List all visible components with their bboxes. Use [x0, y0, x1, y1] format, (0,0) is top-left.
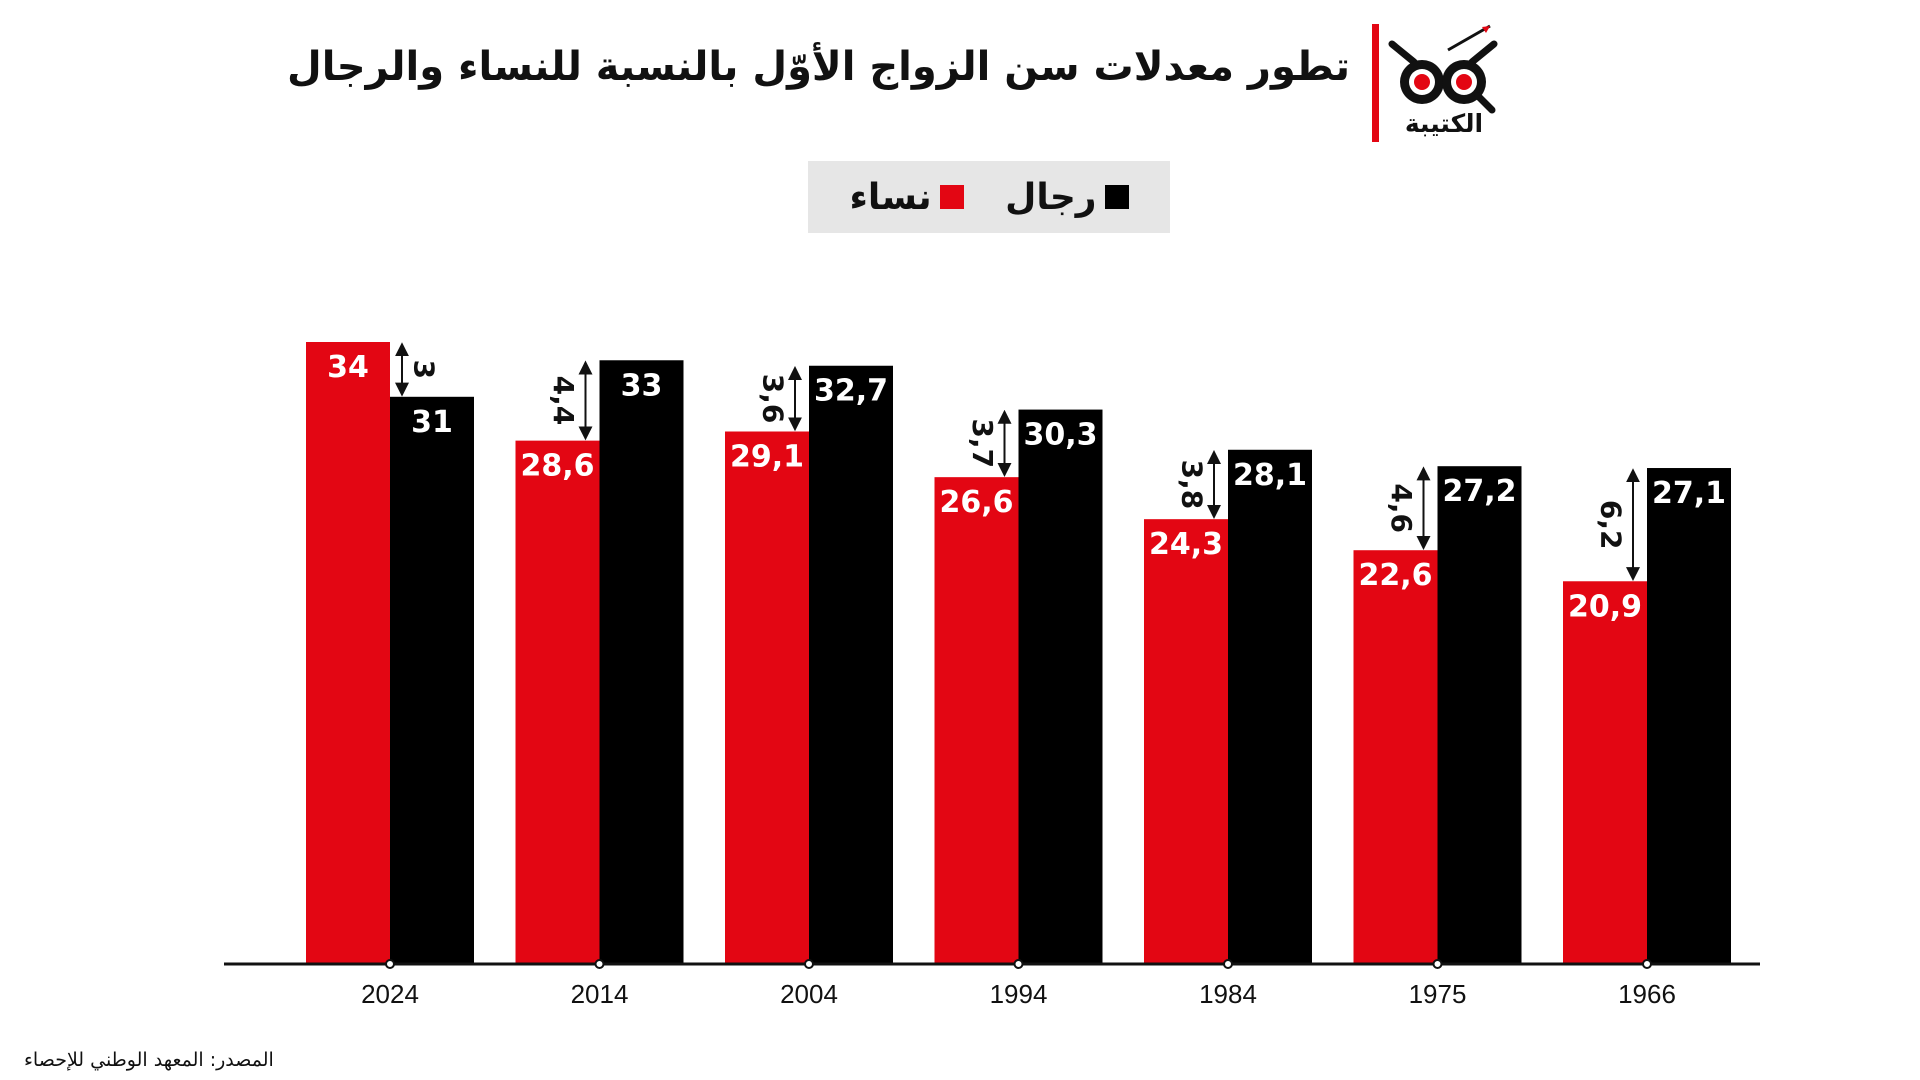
x-tick-label-2014: 2014	[571, 979, 629, 1009]
owl-logo-icon: الكتيبة	[1388, 24, 1498, 138]
x-tick-label-2024: 2024	[361, 979, 419, 1009]
value-label-men-1966: 27,1	[1652, 476, 1726, 511]
source-note: المصدر: المعهد الوطني للإحصاء	[24, 1049, 274, 1071]
gap-label-1994: 3,7	[966, 419, 999, 469]
value-label-men-2004: 32,7	[814, 374, 888, 409]
axis-tick-1994	[1013, 959, 1024, 969]
bar-women-2024	[306, 342, 390, 963]
axis-tick-2004	[804, 959, 814, 969]
value-label-women-1984: 24,3	[1149, 527, 1223, 562]
value-label-men-2024: 31	[411, 405, 453, 440]
gap-label-2014: 4,4	[547, 376, 580, 426]
axis-tick-1975	[1432, 959, 1443, 969]
x-tick-label-1984: 1984	[1199, 979, 1257, 1009]
gap-label-2024: 3	[408, 360, 441, 379]
legend-item-women: نساء	[850, 177, 964, 218]
value-label-men-1994: 30,3	[1023, 418, 1097, 453]
legend-label-men: رجال	[1005, 176, 1097, 218]
bar-men-1975	[1437, 466, 1522, 963]
bar-men-1984	[1228, 449, 1312, 963]
value-label-women-2014: 28,6	[520, 449, 594, 484]
bar-women-2014	[515, 440, 600, 964]
gap-label-1966: 6,2	[1595, 500, 1628, 550]
bar-women-1984	[1144, 519, 1228, 963]
gap-label-2004: 3,6	[757, 374, 790, 424]
legend-swatch-men	[1104, 185, 1129, 209]
bar-men-1994	[1018, 409, 1103, 963]
legend-swatch-women	[939, 185, 964, 209]
bar-men-1966	[1647, 468, 1731, 963]
bar-women-1975	[1353, 550, 1438, 963]
value-label-women-1994: 26,6	[939, 485, 1013, 520]
bar-men-2014	[599, 360, 684, 963]
bars-group: 34 31 3 28,6 33 4,4 29,1 32,7 3,6 26,6 30,3 3,7 24,3…	[306, 342, 1731, 964]
gap-label-1975: 4,6	[1385, 483, 1418, 533]
axis-tick-1966	[1642, 959, 1652, 969]
x-axis: 2024 2014 2004 1994 1984 1975 1966	[224, 959, 1760, 1009]
x-tick-label-1994: 1994	[990, 979, 1048, 1009]
logo: الكتيبة	[1378, 18, 1512, 142]
bar-women-1994	[934, 477, 1019, 963]
value-label-women-1975: 22,6	[1358, 558, 1432, 593]
x-tick-label-1966: 1966	[1618, 979, 1676, 1009]
value-label-men-1984: 28,1	[1233, 458, 1307, 493]
gap-label-1984: 3,8	[1176, 460, 1209, 510]
chart-title: تطور معدلات سن الزواج الأوّل بالنسبة للن…	[287, 44, 1350, 90]
x-tick-label-1975: 1975	[1409, 979, 1467, 1009]
bar-men-2024	[390, 396, 474, 963]
axis-tick-2024	[385, 959, 395, 969]
legend-item-men: رجال	[1005, 176, 1129, 218]
axis-tick-1984	[1223, 959, 1233, 969]
logo-divider	[1372, 24, 1379, 142]
svg-text:الكتيبة: الكتيبة	[1405, 109, 1483, 138]
axis-tick-2014	[594, 959, 605, 969]
value-label-men-1975: 27,2	[1442, 474, 1516, 509]
legend: رجال نساء	[808, 161, 1170, 233]
value-label-women-2024: 34	[327, 350, 369, 385]
bar-men-2004	[809, 365, 893, 963]
value-label-women-2004: 29,1	[730, 439, 804, 474]
x-tick-label-2004: 2004	[780, 979, 838, 1009]
value-label-men-2014: 33	[621, 368, 663, 403]
value-label-women-1966: 20,9	[1568, 589, 1642, 624]
legend-label-women: نساء	[849, 176, 932, 218]
bar-women-1966	[1563, 581, 1647, 963]
bar-women-2004	[725, 431, 809, 963]
